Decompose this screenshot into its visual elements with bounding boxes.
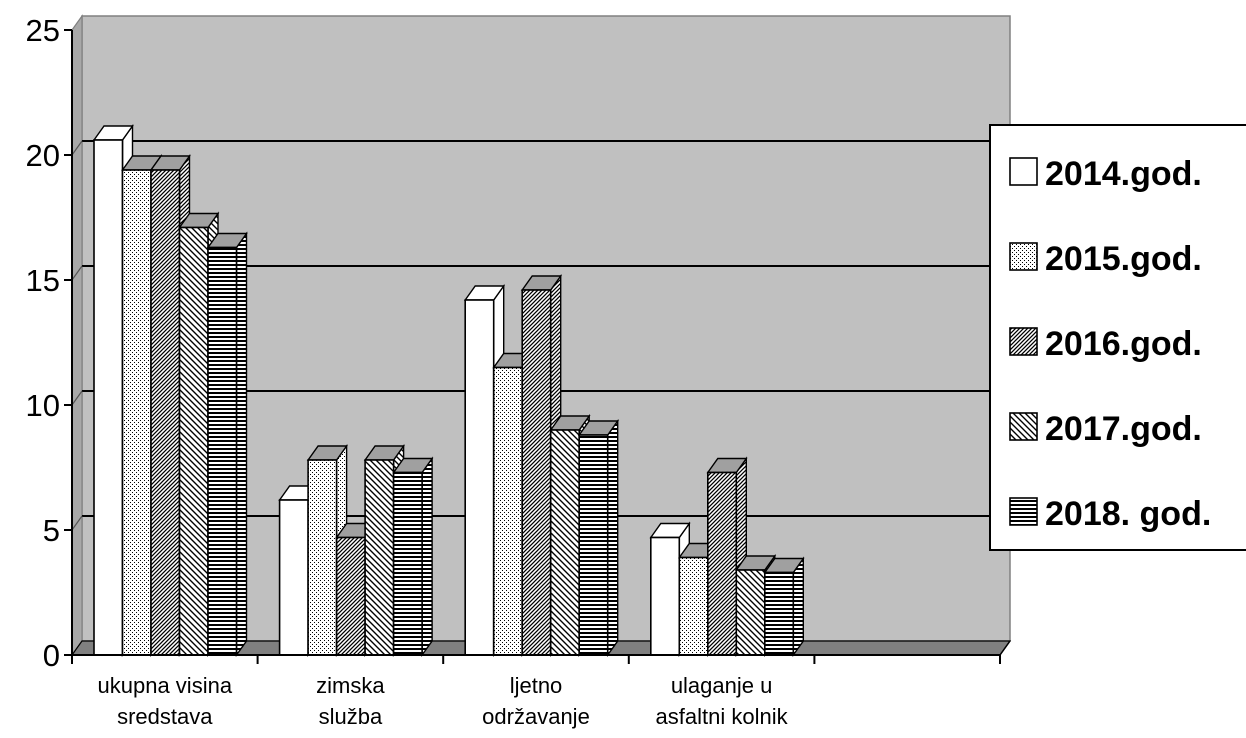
axes: 0 5 10 15 20 25 ukupna visina sredstava zimska sl… — [26, 13, 1011, 729]
y-tick-label: 5 — [43, 513, 60, 548]
legend-swatch — [1009, 412, 1038, 441]
legend-item: 2017.god. — [1009, 410, 1202, 448]
gridline-side — [71, 140, 83, 156]
bar — [763, 556, 805, 658]
bar — [577, 418, 620, 658]
legend-label: 2017.god. — [1045, 410, 1202, 448]
gridline-side — [71, 515, 83, 531]
legend-swatch — [1009, 242, 1038, 271]
side-wall — [71, 14, 83, 657]
y-tick-label: 20 — [26, 138, 60, 173]
legend-swatch — [1009, 157, 1038, 186]
legend-item: 2018. god. — [1009, 495, 1211, 533]
bars — [92, 123, 805, 658]
y-tick-label: 0 — [43, 638, 60, 673]
legend-swatch — [1009, 497, 1038, 526]
bar — [392, 456, 434, 658]
x-tick-label: ljetno održavanje — [482, 673, 590, 729]
floor-edge — [999, 640, 1011, 656]
legend-label: 2018. god. — [1045, 495, 1211, 533]
legend-swatch — [1009, 327, 1038, 356]
y-tick-label: 25 — [26, 13, 60, 48]
y-tick-label: 15 — [26, 263, 60, 298]
x-tick-label: zimska služba — [316, 673, 385, 729]
legend-label: 2014.god. — [1045, 155, 1202, 193]
bar — [206, 231, 248, 658]
legend-item: 2014.god. — [1009, 155, 1202, 193]
legend-item: 2015.god. — [1009, 240, 1202, 278]
y-tick-label: 10 — [26, 388, 60, 423]
legend-item: 2016.god. — [1009, 325, 1202, 363]
legend-label: 2015.god. — [1045, 240, 1202, 278]
gridline-side — [71, 390, 83, 406]
legend-label: 2016.god. — [1045, 325, 1202, 363]
x-tick-label: ulaganje u asfaltni kolnik — [656, 673, 789, 729]
gridline-side — [71, 265, 83, 281]
x-tick-label: ukupna visina sredstava — [98, 673, 233, 729]
legend: 2014.god. 2015.god. 2016.god. 2017.god. 2018… — [989, 124, 1246, 551]
